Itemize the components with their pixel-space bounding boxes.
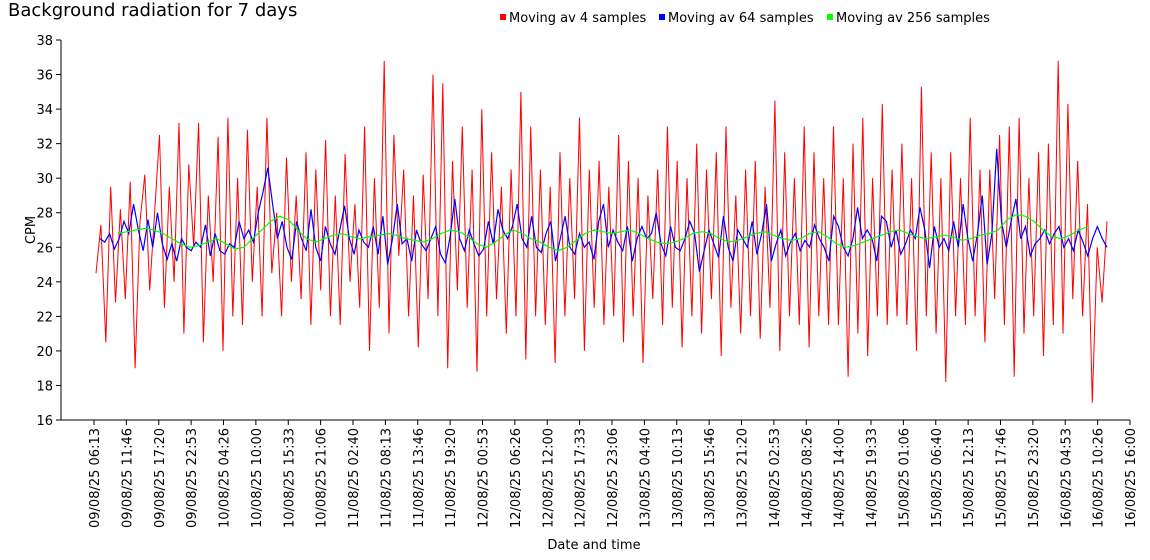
x-axis-ticks: 09/08/25 06:13 09/08/25 11:46 09/08/25 17:… [88,420,1139,528]
x-tick-label: 16/08/25 04:53 [1059,428,1074,528]
y-tick-label: 32 [36,138,53,153]
chart-title: Background radiation for 7 days [8,0,297,21]
y-tick-label: 18 [36,379,53,394]
x-tick-label: 14/08/25 08:26 [800,428,815,528]
series-layer [95,60,1108,403]
x-tick-label: 11/08/25 02:40 [347,428,362,528]
y-tick-label: 30 [36,172,53,187]
x-tick-label: 15/08/25 17:46 [995,428,1010,528]
x-tick-label: 10/08/25 21:06 [315,428,330,528]
x-tick-label: 15/08/25 01:06 [897,428,912,528]
series-line-moving-av-64-samples [99,148,1108,272]
y-axis-label: CPM [24,216,39,244]
legend-label-series-1: Moving av 64 samples [668,11,814,26]
x-tick-label: 16/08/25 10:26 [1092,428,1107,528]
y-tick-label: 16 [36,414,53,429]
x-tick-label: 09/08/25 17:20 [153,428,168,528]
x-tick-label: 10/08/25 15:33 [282,428,297,528]
y-axis-ticks: 16 18 20 22 24 26 28 30 32 34 36 38 [36,34,61,429]
x-axis-label: Date and time [547,538,640,553]
x-tick-label: 11/08/25 08:13 [379,428,394,528]
x-tick-label: 12/08/25 00:53 [477,428,492,528]
y-tick-label: 22 [36,310,53,325]
x-tick-label: 09/08/25 22:53 [185,428,200,528]
x-tick-label: 13/08/25 04:40 [638,428,653,528]
series-line-moving-av-4-samples [95,60,1108,403]
legend-label-series-0: Moving av 4 samples [509,11,647,26]
x-tick-label: 12/08/25 06:26 [509,428,524,528]
x-tick-label: 09/08/25 06:13 [88,428,103,528]
x-tick-label: 12/08/25 12:00 [541,428,556,528]
x-tick-label: 10/08/25 04:26 [218,428,233,528]
x-tick-label: 11/08/25 19:20 [444,428,459,528]
x-tick-label: 13/08/25 21:20 [736,428,751,528]
x-tick-label: 12/08/25 23:06 [606,428,621,528]
y-tick-label: 24 [36,276,53,291]
series-line-moving-av-256-samples [117,213,1089,252]
x-tick-label: 11/08/25 13:46 [412,428,427,528]
x-tick-label: 14/08/25 14:00 [833,428,848,528]
x-tick-label: 15/08/25 06:40 [930,428,945,528]
y-tick-label: 20 [36,345,53,360]
x-tick-label: 15/08/25 23:20 [1027,428,1042,528]
y-tick-label: 34 [36,103,53,118]
x-tick-label: 16/08/25 16:00 [1124,428,1139,528]
legend-swatch-series-0 [500,14,506,20]
x-tick-label: 15/08/25 12:13 [962,428,977,528]
x-tick-label: 13/08/25 15:46 [703,428,718,528]
y-tick-label: 36 [36,69,53,84]
y-tick-label: 26 [36,241,53,256]
legend-label-series-2: Moving av 256 samples [836,11,990,26]
x-tick-label: 14/08/25 02:53 [768,428,783,528]
x-tick-label: 09/08/25 11:46 [120,428,135,528]
x-tick-label: 12/08/25 17:33 [574,428,589,528]
x-tick-label: 13/08/25 10:13 [671,428,686,528]
y-tick-label: 28 [36,207,53,222]
x-tick-label: 14/08/25 19:33 [865,428,880,528]
y-tick-label: 38 [36,34,53,49]
legend-swatch-series-1 [659,14,665,20]
legend-swatch-series-2 [827,14,833,20]
legend: Moving av 4 samples Moving av 64 samples… [500,11,990,26]
x-tick-label: 10/08/25 10:00 [250,428,265,528]
